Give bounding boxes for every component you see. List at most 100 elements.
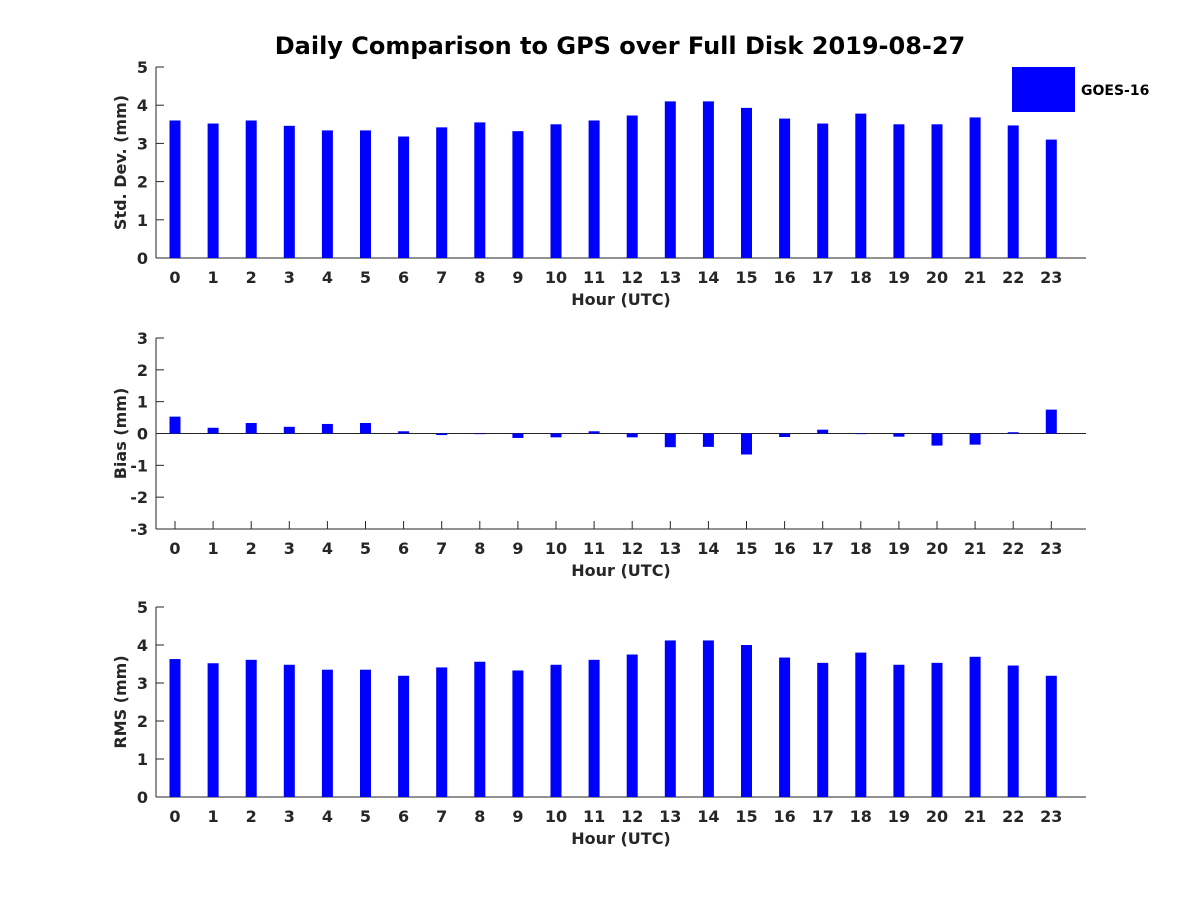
bar-rms-hour-8	[474, 661, 486, 797]
y-tick-label: 3	[137, 134, 148, 153]
bar-std-hour-6	[398, 136, 410, 258]
bar-rms-hour-1	[207, 663, 219, 797]
bar-rms-hour-20	[931, 662, 943, 797]
bar-rms-hour-23	[1045, 675, 1057, 797]
x-tick-label: 11	[583, 539, 605, 558]
bar-bias-hour-9	[512, 433, 524, 438]
x-tick-label: 8	[474, 539, 485, 558]
bar-bias-hour-20	[931, 433, 943, 446]
x-tick-label: 20	[926, 268, 948, 287]
bar-rms-hour-18	[855, 652, 867, 797]
bar-std-hour-3	[283, 125, 295, 258]
x-axis-label: Hour (UTC)	[571, 290, 671, 309]
legend: GOES-16	[1012, 67, 1149, 112]
bar-rms-hour-15	[741, 645, 752, 797]
x-tick-label: 21	[964, 539, 986, 558]
x-tick-label: 13	[659, 268, 681, 287]
x-tick-label: 6	[398, 539, 409, 558]
bar-std-hour-11	[588, 120, 600, 258]
legend-swatch	[1012, 67, 1075, 112]
y-tick-label: 1	[137, 211, 148, 230]
x-tick-label: 12	[621, 539, 643, 558]
x-tick-label: 10	[545, 268, 567, 287]
x-tick-label: 12	[621, 807, 643, 826]
x-tick-label: 5	[360, 268, 371, 287]
y-tick-label: 0	[137, 788, 148, 807]
bar-std-hour-15	[741, 107, 752, 259]
x-tick-label: 23	[1040, 268, 1062, 287]
bar-std-hour-12	[626, 115, 638, 258]
bar-std-hour-5	[360, 130, 371, 258]
x-tick-label: 8	[474, 807, 485, 826]
x-tick-label: 20	[926, 807, 948, 826]
legend-label: GOES-16	[1081, 83, 1149, 99]
x-axis-label: Hour (UTC)	[571, 829, 671, 848]
bar-bias-hour-8	[474, 433, 486, 435]
y-tick-label: -1	[130, 456, 148, 475]
x-tick-label: 12	[621, 268, 643, 287]
x-tick-label: 2	[246, 268, 257, 287]
bar-std-hour-8	[474, 122, 486, 258]
bar-bias-hour-5	[360, 422, 371, 434]
x-tick-label: 3	[284, 268, 295, 287]
y-tick-label: 2	[137, 712, 148, 731]
bar-std-hour-7	[436, 127, 448, 258]
bar-rms-hour-3	[283, 664, 295, 797]
bar-bias-hour-14	[702, 433, 714, 447]
bar-bias-hour-18	[855, 433, 867, 435]
x-tick-label: 9	[512, 268, 523, 287]
bar-rms-hour-14	[702, 640, 714, 797]
bar-std-hour-9	[512, 131, 524, 258]
x-tick-label: 16	[773, 268, 795, 287]
x-tick-label: 3	[284, 539, 295, 558]
bar-bias-hour-23	[1045, 409, 1057, 434]
bar-rms-hour-22	[1007, 665, 1019, 797]
x-tick-label: 22	[1002, 539, 1024, 558]
bar-rms-hour-2	[245, 659, 257, 797]
x-tick-label: 7	[436, 268, 447, 287]
y-tick-label: 3	[137, 329, 148, 348]
bar-bias-hour-11	[588, 431, 600, 434]
x-tick-label: 2	[246, 539, 257, 558]
x-tick-label: 14	[697, 268, 719, 287]
bar-bias-hour-22	[1007, 432, 1019, 434]
y-tick-label: -3	[130, 520, 148, 539]
x-tick-label: 2	[246, 807, 257, 826]
x-tick-label: 21	[964, 268, 986, 287]
bar-rms-hour-13	[664, 640, 676, 797]
bar-rms-hour-17	[817, 662, 829, 797]
y-tick-label: 1	[137, 393, 148, 412]
bar-rms-hour-19	[893, 664, 905, 797]
y-tick-label: 3	[137, 674, 148, 693]
y-tick-label: 2	[137, 361, 148, 380]
x-tick-label: 14	[697, 807, 719, 826]
x-tick-label: 4	[322, 268, 333, 287]
bar-bias-hour-12	[626, 433, 638, 438]
x-tick-label: 22	[1002, 268, 1024, 287]
x-tick-label: 6	[398, 268, 409, 287]
bar-rms-hour-6	[398, 675, 410, 797]
bar-rms-hour-5	[360, 669, 371, 797]
y-tick-label: 1	[137, 750, 148, 769]
x-tick-label: 15	[735, 807, 757, 826]
x-tick-label: 5	[360, 539, 371, 558]
x-tick-label: 18	[850, 268, 872, 287]
x-tick-label: 4	[322, 539, 333, 558]
y-tick-label: 2	[137, 173, 148, 192]
bar-rms-hour-12	[626, 654, 638, 797]
x-tick-label: 8	[474, 268, 485, 287]
x-tick-label: 16	[773, 807, 795, 826]
x-tick-label: 19	[888, 268, 910, 287]
bar-std-hour-19	[893, 124, 905, 258]
x-tick-label: 23	[1040, 539, 1062, 558]
x-tick-label: 10	[545, 807, 567, 826]
bar-bias-hour-7	[436, 433, 448, 436]
bar-bias-hour-10	[550, 433, 562, 438]
x-tick-label: 13	[659, 539, 681, 558]
x-tick-label: 22	[1002, 807, 1024, 826]
